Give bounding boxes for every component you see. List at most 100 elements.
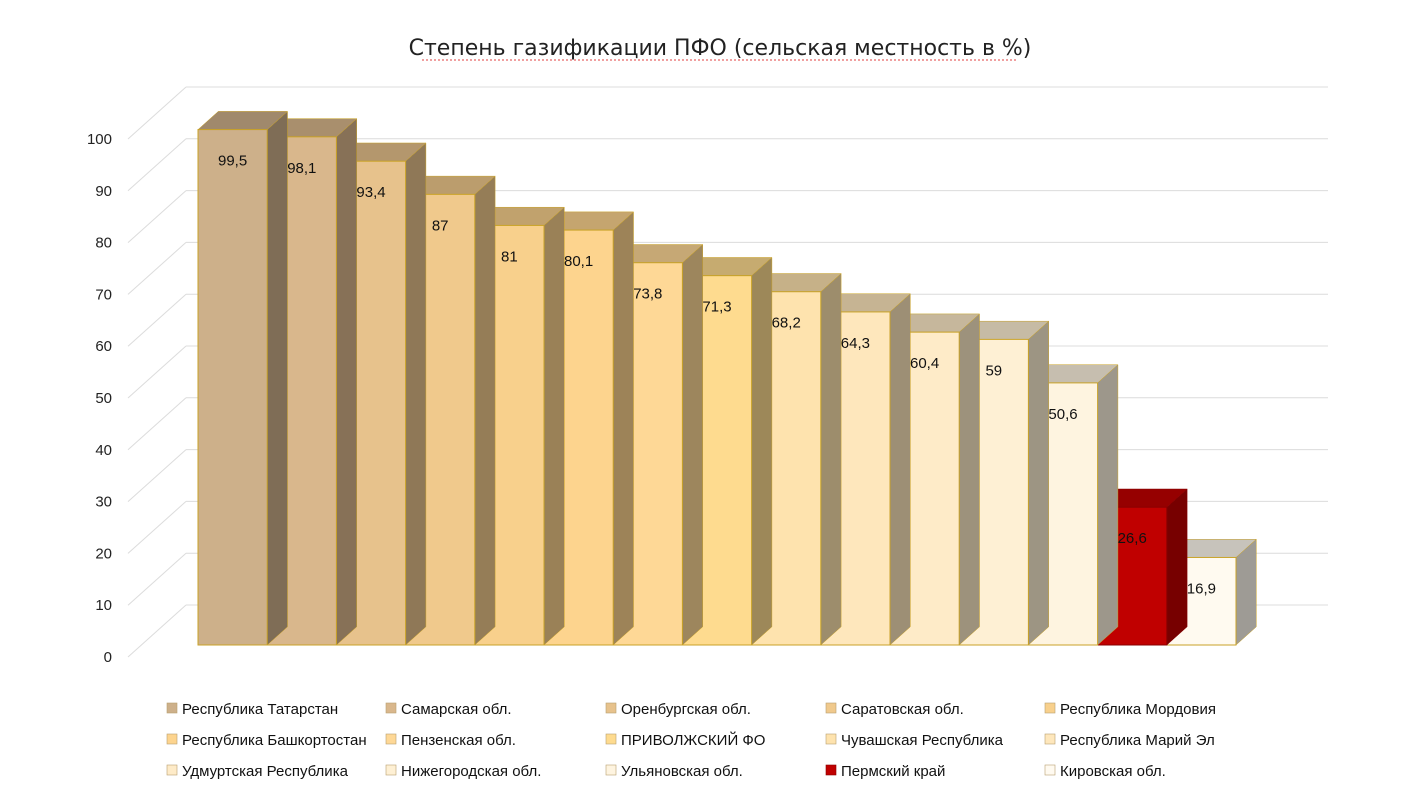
data-label: 98,1 — [287, 160, 316, 177]
legend-swatch — [1044, 764, 1056, 776]
legend-swatch — [166, 702, 178, 714]
y-tick-label: 80 — [95, 235, 112, 252]
legend-label: Пермский край — [841, 763, 945, 780]
data-label: 60,4 — [910, 355, 939, 372]
legend-label: Пензенская обл. — [401, 732, 516, 749]
legend-swatch — [1044, 702, 1056, 714]
bar-side — [336, 118, 357, 646]
legend: Республика Татарстан Самарская обл. Оренбу… — [166, 701, 1216, 780]
legend-label: Чувашская Республика — [841, 732, 1004, 749]
legend-swatch — [605, 702, 617, 714]
legend-item: Саратовская обл. — [825, 701, 964, 718]
y-tick-label: 40 — [95, 442, 112, 459]
data-label: 50,6 — [1048, 406, 1077, 423]
y-tick-label: 30 — [95, 494, 112, 511]
data-label: 80,1 — [564, 253, 593, 270]
legend-item: ПРИВОЛЖСКИЙ ФО — [605, 731, 765, 749]
chart-title: Степень газификации ПФО (сельская местно… — [409, 36, 1032, 61]
legend-label: Республика Татарстан — [182, 701, 338, 718]
legend-item: Пермский край — [825, 763, 945, 780]
legend-label: Нижегородская обл. — [401, 763, 541, 780]
y-axis-ticks: 0 10 20 30 40 50 60 70 80 90 100 — [87, 131, 112, 666]
legend-item: Чувашская Республика — [825, 732, 1004, 749]
data-label: 26,6 — [1118, 530, 1147, 547]
legend-swatch — [385, 702, 397, 714]
gridline-diagonal — [127, 86, 187, 140]
legend-item: Нижегородская обл. — [385, 763, 541, 780]
legend-label: Кировская обл. — [1060, 763, 1166, 780]
data-label: 81 — [501, 248, 518, 265]
legend-item: Республика Марий Эл — [1044, 732, 1215, 749]
legend-swatch — [385, 733, 397, 745]
legend-item: Республика Мордовия — [1044, 701, 1216, 718]
legend-label: Удмуртская Республика — [182, 763, 349, 780]
y-tick-label: 0 — [104, 649, 112, 666]
legend-label: Самарская обл. — [401, 701, 512, 718]
bar-side — [266, 110, 288, 646]
legend-label: Республика Башкортостан — [182, 732, 367, 749]
gridline-diagonal — [127, 138, 187, 192]
legend-item: Кировская обл. — [1044, 763, 1166, 780]
bar-side — [958, 313, 980, 646]
bar-side — [612, 211, 634, 646]
legend-swatch — [605, 764, 617, 776]
legend-item: Оренбургская обл. — [605, 701, 751, 718]
legend-item: Пензенская обл. — [385, 732, 516, 749]
bars — [197, 110, 1257, 646]
gridline-diagonal — [127, 501, 187, 554]
legend-swatch — [166, 764, 178, 776]
data-label: 93,4 — [356, 184, 385, 201]
data-label: 87 — [432, 217, 449, 234]
y-tick-label: 20 — [95, 545, 112, 562]
y-tick-label: 100 — [87, 131, 112, 148]
legend-label: ПРИВОЛЖСКИЙ ФО — [621, 731, 765, 749]
bar — [197, 110, 289, 646]
y-tick-label: 10 — [95, 597, 112, 614]
gridline-diagonal — [127, 190, 187, 243]
legend-swatch — [825, 764, 837, 776]
gridline-diagonal — [127, 449, 187, 502]
bar-side — [1097, 364, 1119, 646]
data-label: 59 — [985, 362, 1002, 379]
legend-swatch — [166, 733, 178, 745]
bar-side — [543, 206, 565, 646]
bar-side — [889, 293, 911, 646]
bar-side — [1235, 538, 1257, 646]
bar-side — [1028, 320, 1049, 646]
legend-label: Республика Марий Эл — [1060, 732, 1215, 749]
legend-item: Самарская обл. — [385, 701, 512, 718]
bar-side — [751, 256, 773, 646]
gridline-diagonal — [127, 293, 187, 347]
gridline-diagonal — [127, 604, 187, 658]
data-labels: 16,9 26,6 50,6 59 60,4 64,3 68,2 71,3 73,8 80,1 81… — [218, 153, 1216, 598]
bar-front — [197, 129, 268, 646]
gridline-diagonal — [127, 397, 187, 451]
legend-item: Республика Татарстан — [166, 701, 338, 718]
legend-label: Ульяновская обл. — [621, 763, 743, 780]
bar-side — [1166, 488, 1188, 646]
legend-swatch — [825, 702, 837, 714]
legend-label: Оренбургская обл. — [621, 701, 751, 718]
bar-side — [474, 175, 496, 646]
legend-swatch — [825, 733, 837, 745]
legend-swatch — [385, 764, 397, 776]
data-label: 71,3 — [702, 299, 731, 316]
data-label: 99,5 — [218, 153, 247, 170]
legend-swatch — [1044, 733, 1056, 745]
bar-side — [682, 243, 703, 646]
y-tick-label: 90 — [95, 183, 112, 200]
legend-swatch — [605, 733, 617, 745]
legend-item: Республика Башкортостан — [166, 732, 367, 749]
data-label: 16,9 — [1187, 580, 1216, 597]
y-tick-label: 70 — [95, 286, 112, 303]
legend-item: Удмуртская Республика — [166, 763, 349, 780]
y-tick-label: 50 — [95, 390, 112, 407]
legend-item: Ульяновская обл. — [605, 763, 743, 780]
bar-side — [405, 142, 427, 646]
legend-label: Республика Мордовия — [1060, 701, 1216, 718]
bar-side — [820, 272, 842, 646]
data-label: 68,2 — [772, 315, 801, 332]
gridline-diagonal — [127, 242, 187, 295]
legend-label: Саратовская обл. — [841, 701, 964, 718]
